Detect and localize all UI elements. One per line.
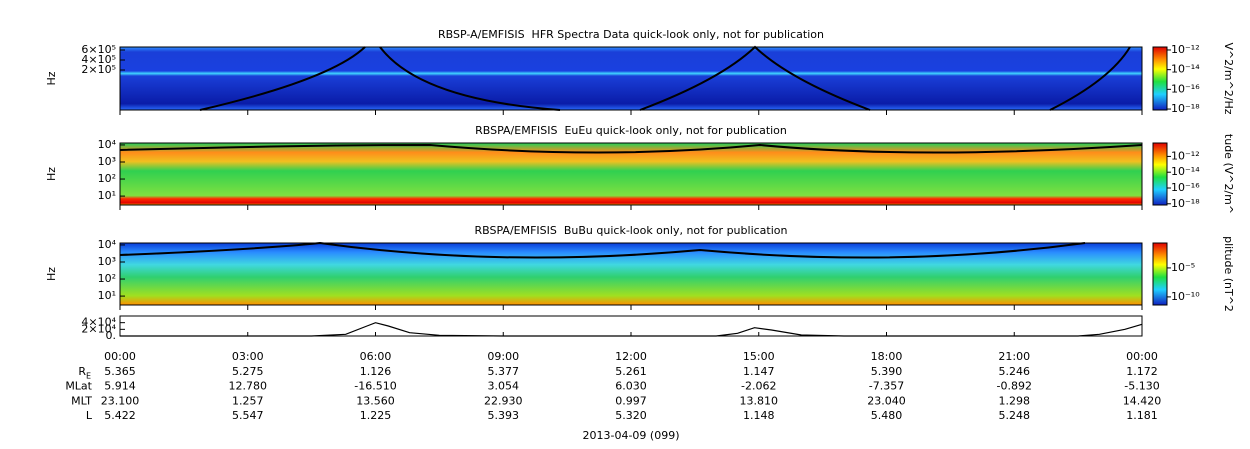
ephemeris-row-label: MLT <box>71 394 92 407</box>
y-tick-label: 10¹ <box>98 189 116 202</box>
ephemeris-value: 13.560 <box>356 394 395 407</box>
ephemeris-value: -7.357 <box>869 380 904 393</box>
ephemeris-value: -5.130 <box>1124 380 1159 393</box>
colorbar-tick-label: 10⁻¹⁸ <box>1171 197 1200 210</box>
y-tick-label: 10² <box>98 172 116 185</box>
ephemeris-row-label-sub: E <box>86 372 91 381</box>
spectrogram-image <box>120 143 1142 205</box>
y-axis-label: Hz <box>45 167 58 181</box>
x-tick-label: 03:00 <box>232 350 264 363</box>
y-tick-label: 10² <box>98 272 116 285</box>
y-tick-label: 2×10⁵ <box>81 63 116 76</box>
ephemeris-value: -0.892 <box>997 380 1032 393</box>
colorbar <box>1152 46 1168 111</box>
y-tick-label: 10¹ <box>98 289 116 302</box>
plot-frame <box>119 315 1143 337</box>
ephemeris-value: 5.320 <box>615 409 647 422</box>
plot-frame <box>119 142 1143 206</box>
x-tick-label: 21:00 <box>998 350 1030 363</box>
colorbar-tick-label: 10⁻¹² <box>1171 43 1200 56</box>
ephemeris-value: 12.780 <box>229 380 268 393</box>
ephemeris-value: 1.257 <box>232 394 264 407</box>
ephemeris-row-label: R <box>78 365 86 378</box>
colorbar <box>1152 242 1168 306</box>
ephemeris-value: 22.930 <box>484 394 523 407</box>
x-tick-label: 12:00 <box>615 350 647 363</box>
x-tick-label: 00:00 <box>104 350 136 363</box>
axes-layer: RBSP-A/EMFISIS HFR Spectra Data quick-lo… <box>45 28 1235 442</box>
ephemeris-value: 5.275 <box>232 365 264 378</box>
colorbar-tick-label: 10⁻¹⁶ <box>1171 181 1200 194</box>
y-tick-label: 2×10⁴ <box>81 322 116 335</box>
ephemeris-value: 1.181 <box>1126 409 1158 422</box>
ephemeris-value: -2.062 <box>741 380 776 393</box>
ephemeris-value: 5.261 <box>615 365 647 378</box>
colorbar-label: tude (V^2/m^ <box>1222 134 1235 214</box>
spectrogram-layer <box>120 47 1142 305</box>
ephemeris-value: 1.148 <box>743 409 775 422</box>
plot-frame <box>119 242 1143 306</box>
ephemeris-value: 3.054 <box>488 380 520 393</box>
colorbar-label: V^2/m^2/Hz <box>1222 42 1235 114</box>
x-tick-label: 00:00 <box>1126 350 1158 363</box>
ephemeris-value: 1.126 <box>360 365 392 378</box>
ephemeris-value: 5.377 <box>488 365 520 378</box>
ephemeris-value: 5.422 <box>104 409 136 422</box>
colorbar-tick-label: 10⁻¹⁶ <box>1171 82 1200 95</box>
y-tick-label: 10³ <box>98 255 116 268</box>
ephemeris-value: 5.390 <box>871 365 903 378</box>
y-axis-label: Hz <box>45 267 58 281</box>
y-tick-label: 4×10⁴ <box>81 316 116 329</box>
x-tick-label: 09:00 <box>487 350 519 363</box>
panel-title: RBSPA/EMFISIS BuBu quick-look only, not … <box>475 224 788 237</box>
x-axis-label: 2013-04-09 (099) <box>582 429 679 442</box>
colorbar-tick-label: 10⁻¹⁸ <box>1171 102 1200 115</box>
y-tick-label: 10⁴ <box>98 238 117 251</box>
ephemeris-value: 5.547 <box>232 409 264 422</box>
y-tick-label: 0. <box>106 329 117 342</box>
colorbar-tick-label: 10⁻¹⁰ <box>1171 290 1200 303</box>
colorbar-tick-label: 10⁻¹² <box>1171 149 1200 162</box>
colorbar-label: plitude (nT^2 <box>1222 236 1235 312</box>
panel-title: RBSP-A/EMFISIS HFR Spectra Data quick-lo… <box>438 28 824 41</box>
y-tick-label: 4×10⁵ <box>81 53 116 66</box>
y-tick-label: 6×10⁵ <box>81 43 116 56</box>
ephemeris-row-label: MLat <box>65 380 92 393</box>
x-tick-label: 15:00 <box>743 350 775 363</box>
spectrogram-image <box>120 47 1142 110</box>
ephemeris-value: 1.172 <box>1126 365 1158 378</box>
x-tick-label: 06:00 <box>360 350 392 363</box>
ephemeris-value: 1.147 <box>743 365 775 378</box>
y-axis-label: Hz <box>45 71 58 85</box>
ephemeris-value: 5.246 <box>999 365 1031 378</box>
ephemeris-value: 23.040 <box>867 394 906 407</box>
colorbar <box>1152 142 1168 206</box>
ephemeris-value: -16.510 <box>354 380 396 393</box>
ephemeris-value: 14.420 <box>1123 394 1162 407</box>
panel-title: RBSPA/EMFISIS EuEu quick-look only, not … <box>475 124 787 137</box>
y-tick-label: 10⁴ <box>98 138 117 151</box>
y-tick-label: 10³ <box>98 155 116 168</box>
ephemeris-row-label: L <box>86 409 93 422</box>
ephemeris-value: 5.393 <box>488 409 520 422</box>
ephemeris-value: 5.480 <box>871 409 903 422</box>
ephemeris-value: 5.914 <box>104 380 136 393</box>
ephemeris-value: 1.225 <box>360 409 392 422</box>
ephemeris-value: 5.365 <box>104 365 136 378</box>
ephemeris-value: 6.030 <box>615 380 647 393</box>
ephemeris-value: 23.100 <box>101 394 140 407</box>
plot-frame <box>119 46 1143 111</box>
colorbar-tick-label: 10⁻¹⁴ <box>1171 165 1200 178</box>
ephemeris-value: 1.298 <box>999 394 1031 407</box>
colorbar-tick-label: 10⁻¹⁴ <box>1171 63 1200 76</box>
ephemeris-value: 13.810 <box>740 394 779 407</box>
ephemeris-value: 5.248 <box>999 409 1031 422</box>
colorbar-tick-label: 10⁻⁵ <box>1171 261 1195 274</box>
x-tick-label: 18:00 <box>871 350 903 363</box>
ephemeris-value: 0.997 <box>615 394 647 407</box>
